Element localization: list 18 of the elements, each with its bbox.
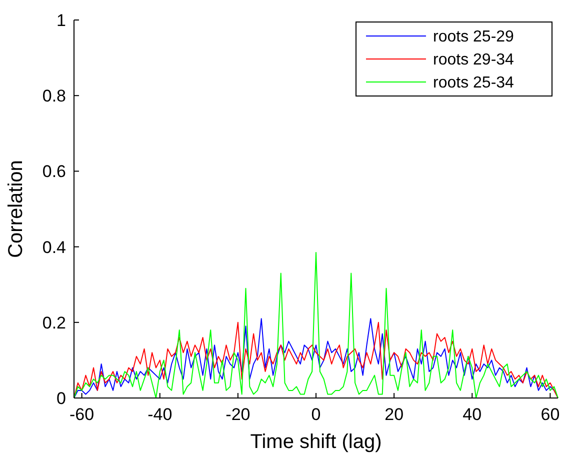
y-tick-label: 0.8 xyxy=(42,86,66,106)
x-tick-label: 40 xyxy=(462,405,482,424)
x-tick-label: -40 xyxy=(148,405,172,424)
legend-label: roots 25-29 xyxy=(433,28,514,46)
legend-label: roots 29-34 xyxy=(433,52,514,69)
x-tick-label: 20 xyxy=(384,405,404,424)
x-axis-title: Time shift (lag) xyxy=(250,431,382,453)
y-tick-label: 0.2 xyxy=(42,313,66,332)
y-tick-label: 0.6 xyxy=(42,162,66,182)
y-axis-title: Correlation xyxy=(5,160,27,258)
y-tick-label: 0.4 xyxy=(42,238,66,257)
legend-label: roots 25-34 xyxy=(433,74,514,92)
x-tick-label: -60 xyxy=(70,405,94,424)
x-tick-label: 60 xyxy=(540,405,560,424)
x-tick-label: 0 xyxy=(311,405,321,424)
y-tick-label: 1 xyxy=(56,10,66,30)
x-tick-label: -20 xyxy=(226,405,250,424)
y-tick-label: 0 xyxy=(56,388,66,408)
